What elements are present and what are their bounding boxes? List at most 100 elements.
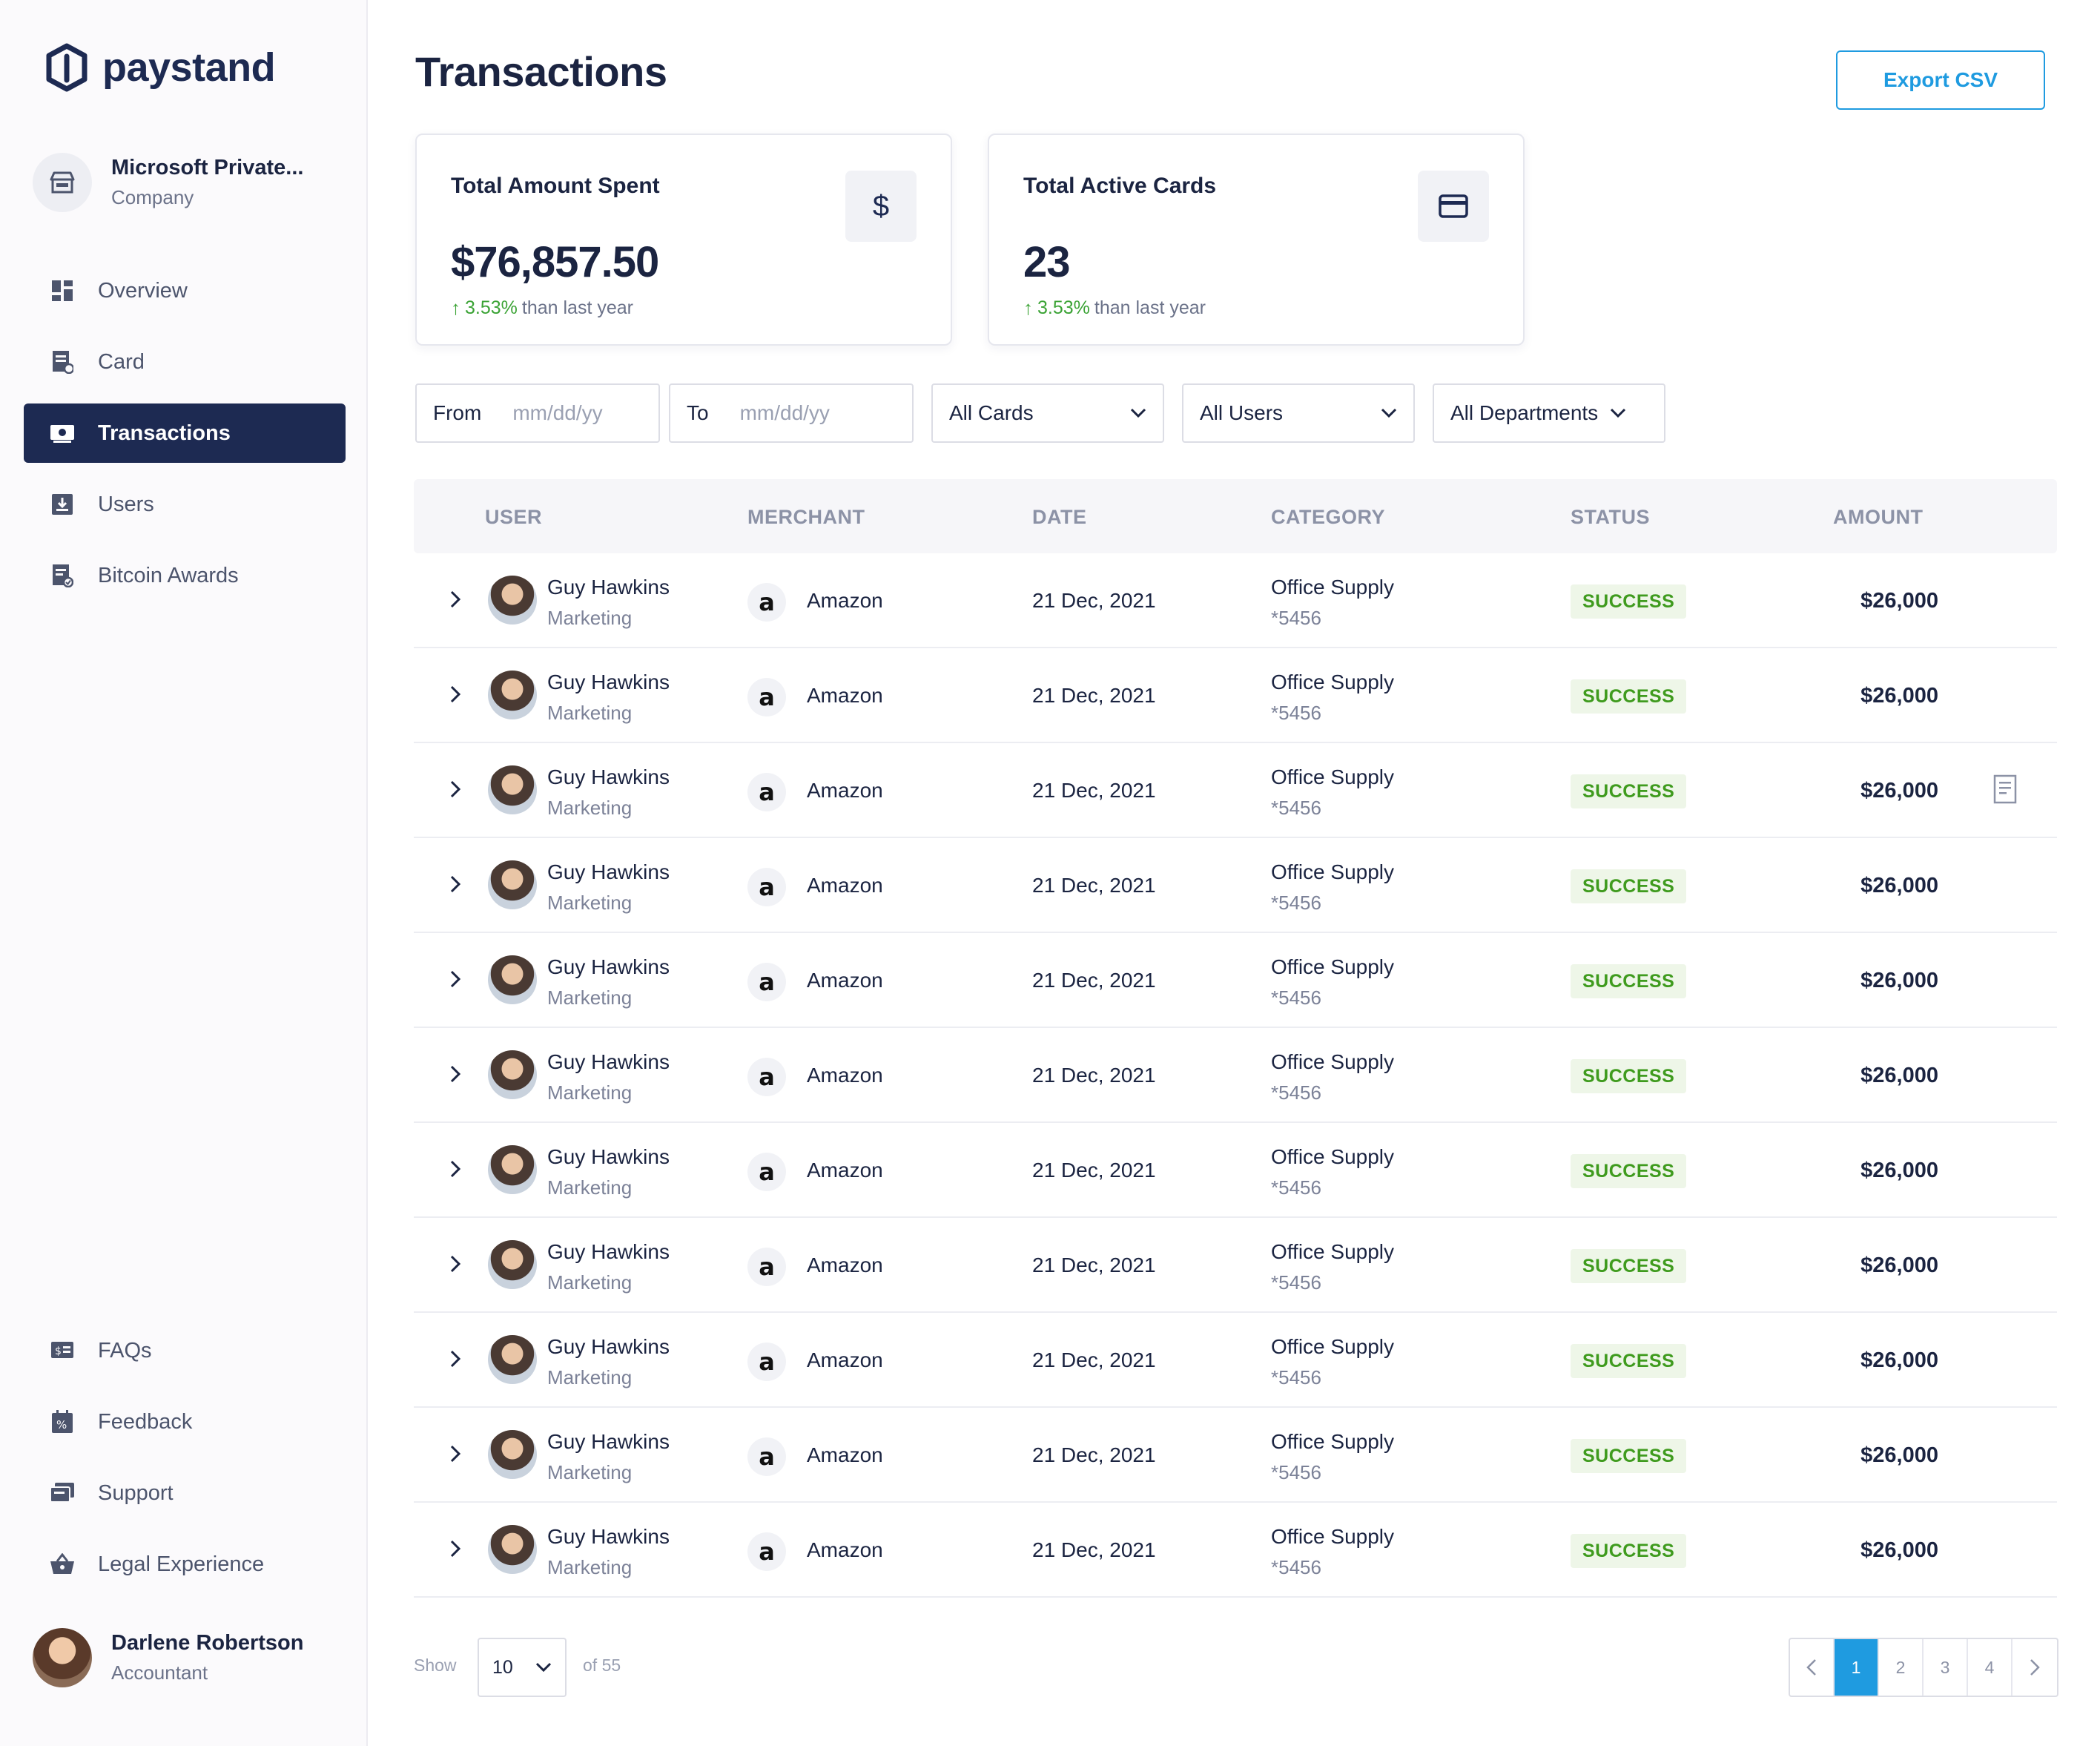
page-title: Transactions [415,48,667,95]
brand-logo[interactable]: paystand [44,43,276,92]
profile-name: Darlene Robertson [111,1631,304,1655]
nav-item-feedback[interactable]: % Feedback [24,1392,346,1452]
transaction-amount: $26,000 [1860,969,1938,992]
table-row[interactable]: Guy Hawkins Marketing a Amazon 21 Dec, 2… [414,933,2057,1028]
nav-label-card: Card [98,349,145,374]
nav-item-support[interactable]: Support [24,1463,346,1523]
total-count: of 55 [583,1656,621,1675]
table-header: USER MERCHANT DATE CATEGORY STATUS AMOUN… [414,479,2057,553]
arrow-up-icon: ↑ [1023,297,1033,319]
prev-page-button[interactable] [1790,1639,1835,1696]
transaction-amount: $26,000 [1860,874,1938,897]
table-row[interactable]: Guy Hawkins Marketing a Amazon 21 Dec, 2… [414,1028,2057,1123]
user-profile[interactable]: Darlene Robertson Accountant [33,1628,303,1687]
table-row[interactable]: Guy Hawkins Marketing a Amazon 21 Dec, 2… [414,1123,2057,1218]
nav-item-faqs[interactable]: $ FAQs [24,1321,346,1380]
date-from-placeholder: mm/dd/yy [512,401,603,424]
export-csv-button[interactable]: Export CSV [1836,50,2045,110]
nav-label-transactions: Transactions [98,421,231,445]
chevron-right-icon[interactable] [442,1440,469,1467]
chevron-right-icon[interactable] [442,1251,469,1277]
user-department: Marketing [547,986,633,1009]
chevron-right-icon[interactable] [442,586,469,613]
chevron-right-icon[interactable] [442,1535,469,1562]
departments-filter-select[interactable]: All Departments [1433,383,1665,443]
page-button-1[interactable]: 1 [1835,1639,1879,1696]
transaction-date: 21 Dec, 2021 [1032,589,1156,612]
col-header-status: STATUS [1571,506,1650,528]
sidebar: paystand Microsoft Private... Company O [0,0,368,1746]
page-button-2[interactable]: 2 [1879,1639,1924,1696]
company-switcher[interactable]: Microsoft Private... Company [33,153,303,212]
nav-item-overview[interactable]: Overview [24,261,346,320]
transaction-amount: $26,000 [1860,779,1938,803]
status-badge: SUCCESS [1571,1439,1687,1473]
transaction-date: 21 Dec, 2021 [1032,1348,1156,1371]
nav-label-users: Users [98,492,154,516]
award-doc-icon [49,562,76,589]
chevron-down-icon [1381,408,1397,418]
profile-role: Accountant [111,1661,208,1684]
table-row[interactable]: Guy Hawkins Marketing a Amazon 21 Dec, 2… [414,838,2057,933]
cards-filter-select[interactable]: All Cards [931,383,1164,443]
chevron-right-icon[interactable] [442,1345,469,1372]
receipt-icon[interactable] [1989,773,2021,806]
per-page-select[interactable]: 10 [478,1638,567,1697]
user-name: Guy Hawkins [547,1335,670,1358]
card-number: *5456 [1271,1271,1321,1294]
transaction-amount: $26,000 [1860,1348,1938,1372]
chevron-right-icon[interactable] [442,776,469,803]
date-from-field[interactable]: From mm/dd/yy [415,383,660,443]
chevron-right-icon[interactable] [442,966,469,992]
table-row[interactable]: Guy Hawkins Marketing a Amazon 21 Dec, 2… [414,1313,2057,1408]
user-name: Guy Hawkins [547,576,670,599]
main-content: Transactions Export CSV Total Amount Spe… [368,0,2100,1746]
status-badge: SUCCESS [1571,1534,1687,1568]
chevron-right-icon[interactable] [442,1156,469,1182]
chevron-right-icon[interactable] [442,871,469,897]
category-name: Office Supply [1271,576,1395,599]
nav-item-transactions[interactable]: Transactions [24,403,346,463]
status-badge: SUCCESS [1571,869,1687,903]
card-number: *5456 [1271,702,1321,724]
next-page-button[interactable] [2012,1639,2057,1696]
chevron-right-icon[interactable] [442,681,469,708]
category-name: Office Supply [1271,1050,1395,1073]
amazon-logo-icon: a [747,583,786,622]
category-name: Office Supply [1271,1145,1395,1168]
table-row[interactable]: Guy Hawkins Marketing a Amazon 21 Dec, 2… [414,1503,2057,1598]
chevron-down-icon [1611,408,1626,418]
amazon-logo-icon: a [747,963,786,1001]
dashboard-icon [49,277,76,304]
amazon-logo-icon: a [747,1153,786,1191]
user-department: Marketing [547,797,633,819]
table-row[interactable]: Guy Hawkins Marketing a Amazon 21 Dec, 2… [414,743,2057,838]
page-button-3[interactable]: 3 [1924,1639,1968,1696]
transaction-date: 21 Dec, 2021 [1032,1254,1156,1276]
stat-change-pct: 3.53% [465,297,518,318]
col-header-amount: AMOUNT [1833,506,1924,528]
avatar [488,955,537,1004]
col-header-merchant: MERCHANT [747,506,865,528]
users-filter-select[interactable]: All Users [1182,383,1415,443]
nav-item-bitcoin-awards[interactable]: Bitcoin Awards [24,546,346,605]
nav-item-users[interactable]: Users [24,475,346,534]
company-name: Microsoft Private... [111,156,304,179]
chevron-right-icon[interactable] [442,1061,469,1087]
date-to-field[interactable]: To mm/dd/yy [669,383,914,443]
transaction-date: 21 Dec, 2021 [1032,874,1156,897]
faq-icon: $ [49,1337,76,1364]
nav-item-legal-experience[interactable]: Legal Experience [24,1535,346,1594]
avatar [488,1145,537,1194]
table-row[interactable]: Guy Hawkins Marketing a Amazon 21 Dec, 2… [414,648,2057,743]
nav-item-card[interactable]: Card [24,332,346,392]
page-button-4[interactable]: 4 [1968,1639,2012,1696]
table-row[interactable]: Guy Hawkins Marketing a Amazon 21 Dec, 2… [414,1218,2057,1313]
card-number: *5456 [1271,1366,1321,1388]
table-row[interactable]: Guy Hawkins Marketing a Amazon 21 Dec, 2… [414,1408,2057,1503]
table-row[interactable]: Guy Hawkins Marketing a Amazon 21 Dec, 2… [414,553,2057,648]
user-name: Guy Hawkins [547,1525,670,1548]
col-header-date: DATE [1032,506,1087,528]
user-department: Marketing [547,702,633,724]
avatar [488,860,537,909]
